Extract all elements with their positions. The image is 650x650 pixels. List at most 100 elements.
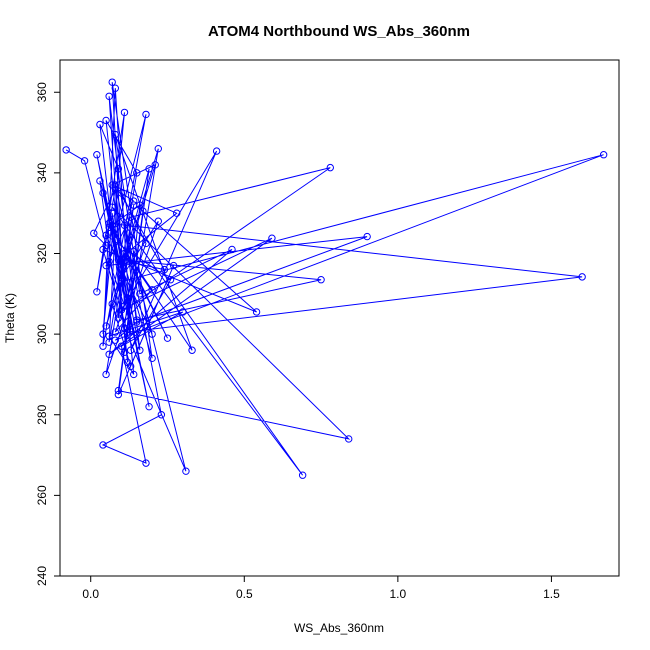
data-point — [228, 245, 236, 254]
data-point — [123, 257, 132, 266]
data-point — [182, 467, 190, 475]
data-point — [298, 471, 307, 479]
data-point — [578, 273, 586, 281]
data-point — [130, 247, 138, 256]
data-point — [105, 219, 113, 227]
data-point — [111, 328, 119, 336]
data-point — [117, 265, 126, 274]
x-tick-label: 0.5 — [236, 587, 253, 601]
data-point — [126, 213, 135, 221]
data-point — [108, 181, 116, 189]
data-point — [80, 157, 89, 165]
data-point — [62, 146, 70, 154]
data-point — [102, 231, 110, 240]
data-point — [148, 354, 156, 363]
data-point — [133, 169, 141, 177]
data-point — [99, 189, 107, 197]
data-point — [93, 288, 101, 296]
data-point — [120, 324, 129, 332]
data-point — [136, 290, 144, 298]
data-point — [160, 265, 169, 274]
x-tick-label: 1.0 — [390, 587, 407, 601]
data-point — [114, 386, 123, 395]
data-point — [317, 276, 325, 284]
data-point — [173, 209, 181, 217]
data-point — [114, 390, 123, 399]
data-point — [102, 116, 110, 125]
series-line — [65, 82, 604, 476]
data-point — [142, 239, 150, 248]
data-point — [142, 459, 150, 467]
data-point — [130, 370, 138, 379]
data-point — [102, 322, 110, 330]
data-point — [96, 120, 104, 129]
data-point — [163, 334, 172, 342]
data-point — [145, 165, 153, 173]
y-tick-label: 320 — [35, 243, 49, 263]
y-tick-label: 340 — [35, 163, 49, 183]
data-point — [99, 245, 107, 254]
data-point — [102, 370, 110, 379]
data-point — [117, 306, 126, 314]
y-tick-label: 360 — [35, 82, 49, 102]
data-point — [252, 308, 261, 316]
data-point — [157, 411, 166, 419]
data-point — [90, 229, 98, 238]
data-series — [62, 78, 608, 479]
data-point — [111, 130, 119, 139]
x-axis: 0.0 0.5 1.0 1.5 — [82, 575, 560, 601]
data-point — [148, 286, 156, 294]
data-point — [188, 346, 196, 354]
data-point — [96, 177, 104, 185]
data-point — [105, 223, 113, 231]
data-point — [108, 300, 116, 308]
data-point — [599, 151, 608, 159]
x-axis-label: WS_Abs_360nm — [294, 621, 384, 635]
data-point — [133, 318, 141, 326]
chart-title: ATOM4 Northbound WS_Abs_360nm — [208, 23, 470, 40]
data-point — [212, 147, 221, 155]
data-point — [169, 261, 178, 270]
data-point — [117, 273, 126, 282]
data-point — [130, 197, 138, 205]
series-layer — [62, 78, 608, 479]
data-point — [154, 217, 162, 225]
data-point — [148, 330, 156, 338]
data-point — [99, 342, 107, 350]
data-point — [117, 278, 126, 286]
data-point — [117, 189, 126, 197]
x-tick-label: 0.0 — [82, 587, 99, 601]
y-axis: 240 260 280 300 320 340 360 — [35, 82, 61, 586]
data-point — [326, 163, 334, 172]
data-point — [120, 348, 129, 356]
data-point — [179, 308, 187, 316]
data-point — [136, 346, 144, 354]
data-point — [105, 92, 113, 100]
data-point — [139, 207, 147, 215]
data-point — [123, 294, 132, 302]
data-point — [120, 108, 129, 117]
y-axis-label: Theta (K) — [3, 293, 17, 343]
data-point — [105, 350, 113, 358]
data-point — [99, 441, 107, 449]
data-point — [111, 181, 119, 189]
data-point — [114, 255, 123, 264]
data-point — [120, 221, 129, 229]
data-point — [133, 316, 141, 324]
data-point — [345, 435, 353, 443]
data-point — [114, 165, 123, 173]
data-point — [111, 336, 119, 344]
data-point — [145, 402, 153, 411]
data-point — [363, 232, 371, 241]
data-point — [117, 342, 126, 350]
data-point — [108, 78, 116, 86]
data-point — [166, 276, 175, 284]
data-point — [102, 261, 110, 270]
y-tick-label: 240 — [35, 566, 49, 586]
x-tick-label: 1.5 — [543, 587, 560, 601]
data-point — [126, 362, 135, 371]
data-point — [105, 332, 113, 340]
data-point — [114, 314, 123, 322]
